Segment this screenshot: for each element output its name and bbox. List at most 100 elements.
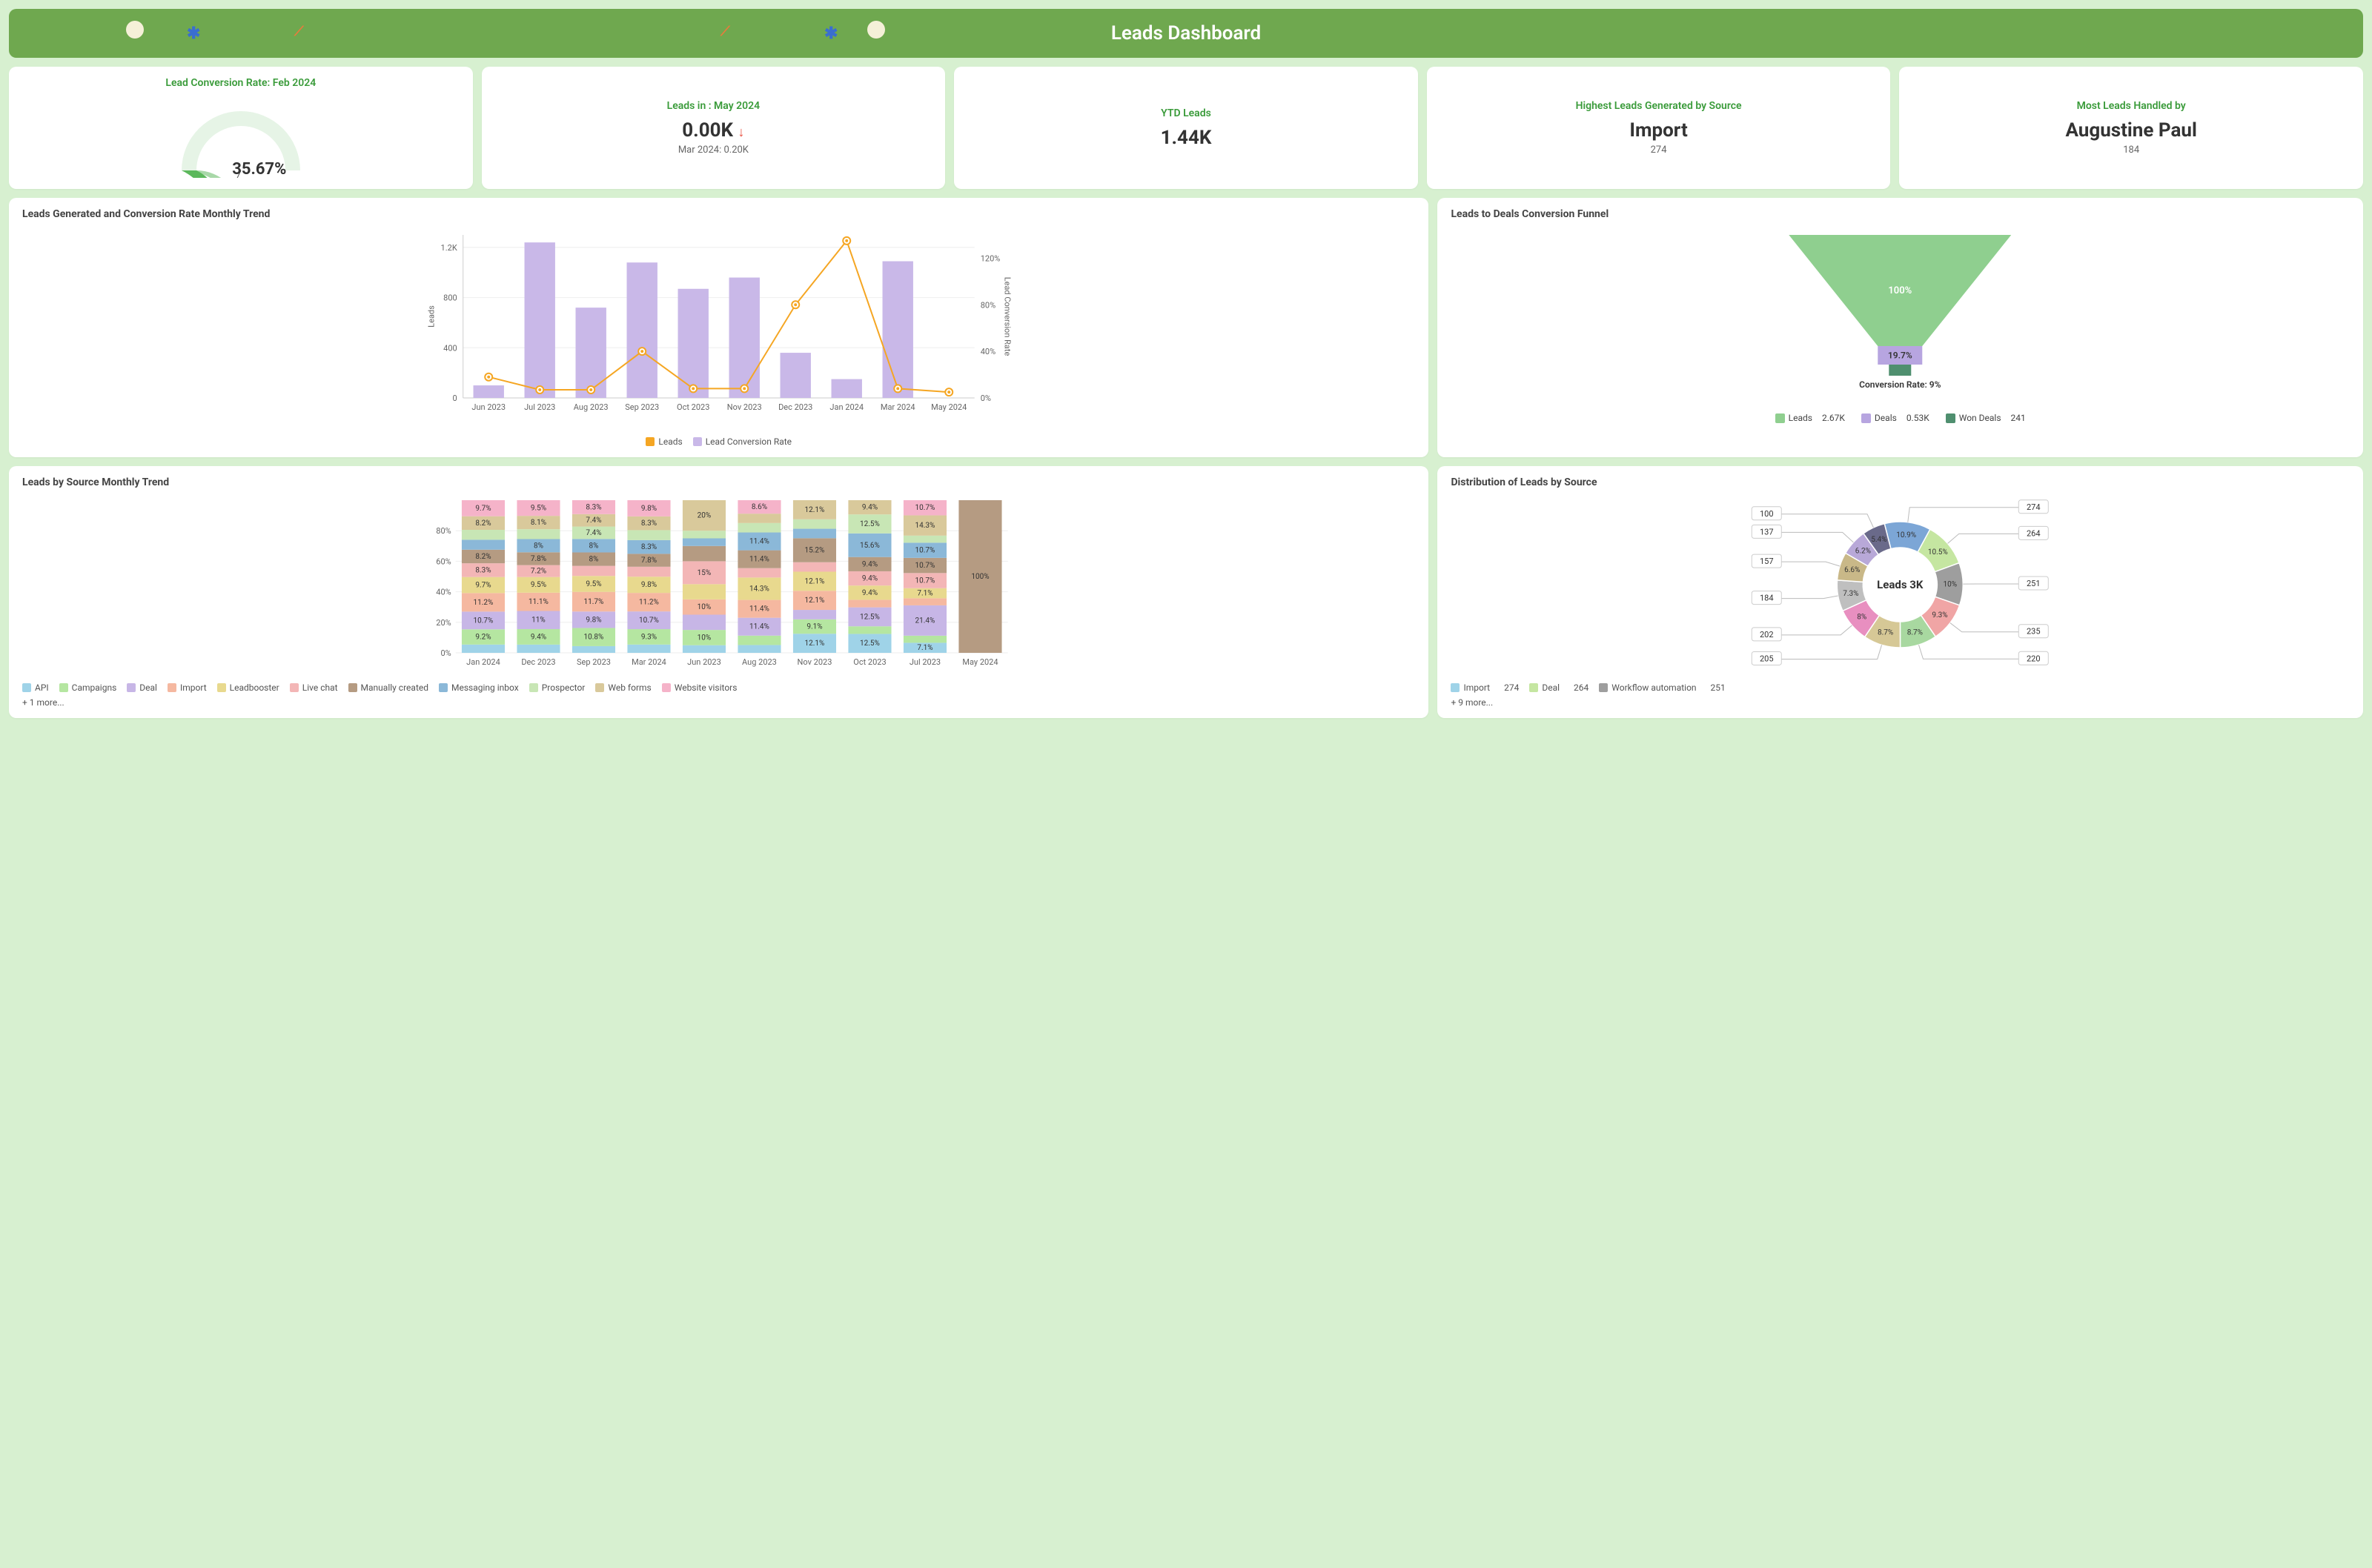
svg-text:10.5%: 10.5% xyxy=(1928,548,1948,557)
legend-item[interactable]: Won Deals 241 xyxy=(1946,413,2026,423)
legend-item[interactable]: Manually created xyxy=(348,682,428,693)
legend-item[interactable]: Web forms xyxy=(595,682,651,693)
legend-item[interactable]: Import xyxy=(168,682,207,693)
svg-text:Nov 2023: Nov 2023 xyxy=(727,402,762,412)
legend-item[interactable]: Leads 2.67K xyxy=(1775,413,1845,423)
svg-text:274: 274 xyxy=(2027,502,2041,512)
funnel-legend: Leads 2.67K Deals 0.53K Won Deals 241 xyxy=(1451,413,2350,423)
svg-text:Leads: Leads xyxy=(427,305,437,328)
svg-text:9.3%: 9.3% xyxy=(1932,611,1948,619)
svg-text:10.7%: 10.7% xyxy=(915,577,935,585)
svg-text:9.7%: 9.7% xyxy=(475,582,491,590)
svg-text:9.8%: 9.8% xyxy=(641,581,657,589)
funnel-chart: 100%19.7%Conversion Rate: 9% xyxy=(1451,227,2350,405)
svg-text:14.3%: 14.3% xyxy=(915,522,935,530)
svg-text:10%: 10% xyxy=(698,603,712,611)
legend-item[interactable]: Deal xyxy=(127,682,157,693)
trend-chart: 04008001.2K0%40%80%120%LeadsLead Convers… xyxy=(22,227,1415,428)
legend-item[interactable]: Prospector xyxy=(529,682,586,693)
svg-text:Dec 2023: Dec 2023 xyxy=(778,402,812,412)
svg-text:8.3%: 8.3% xyxy=(641,543,657,551)
svg-text:14.3%: 14.3% xyxy=(749,585,769,593)
gauge-value: 35.67% xyxy=(232,160,286,179)
svg-text:Jun 2023: Jun 2023 xyxy=(471,402,506,412)
legend-item[interactable]: Import 274 xyxy=(1451,682,1519,693)
kpi-title: Highest Leads Generated by Source xyxy=(1440,100,1878,112)
kpi-title: Lead Conversion Rate: Feb 2024 xyxy=(22,77,460,89)
svg-text:12.1%: 12.1% xyxy=(805,577,825,585)
svg-text:10.7%: 10.7% xyxy=(915,562,935,570)
svg-text:9.4%: 9.4% xyxy=(862,560,878,568)
legend-item[interactable]: Deals 0.53K xyxy=(1861,413,1929,423)
svg-text:400: 400 xyxy=(443,343,457,353)
trend-down-icon: ↓ xyxy=(738,124,745,140)
svg-text:8.7%: 8.7% xyxy=(1907,628,1923,637)
legend-item[interactable]: Workflow automation 251 xyxy=(1599,682,1726,693)
banner-title: Leads Dashboard xyxy=(1111,22,1261,44)
svg-text:Conversion Rate: 9%: Conversion Rate: 9% xyxy=(1860,379,1941,390)
legend-item[interactable]: Live chat xyxy=(290,682,338,693)
svg-text:7.1%: 7.1% xyxy=(917,644,932,652)
legend-item[interactable]: Leadbooster xyxy=(217,682,279,693)
svg-text:Jan 2024: Jan 2024 xyxy=(829,402,864,412)
svg-text:Mar 2024: Mar 2024 xyxy=(632,657,666,667)
svg-text:Jul 2023: Jul 2023 xyxy=(910,657,941,667)
svg-text:Oct 2023: Oct 2023 xyxy=(853,657,886,667)
svg-text:8.1%: 8.1% xyxy=(531,519,546,527)
svg-text:9.4%: 9.4% xyxy=(531,633,546,641)
svg-text:11.4%: 11.4% xyxy=(749,605,769,614)
legend-item[interactable]: Website visitors xyxy=(662,682,738,693)
svg-text:11.1%: 11.1% xyxy=(529,598,549,606)
svg-text:0%: 0% xyxy=(981,393,991,403)
svg-text:220: 220 xyxy=(2027,654,2041,663)
svg-text:10%: 10% xyxy=(1944,580,1958,588)
legend-item[interactable]: Deal 264 xyxy=(1529,682,1588,693)
kpi-ytd: YTD Leads 1.44K xyxy=(954,67,1418,189)
svg-text:9.8%: 9.8% xyxy=(586,616,601,624)
svg-text:10.7%: 10.7% xyxy=(474,617,494,625)
svg-text:1.2K: 1.2K xyxy=(441,243,457,253)
more-link[interactable]: + 1 more... xyxy=(22,697,1415,708)
legend-item[interactable]: API xyxy=(22,682,49,693)
svg-text:9.3%: 9.3% xyxy=(641,633,657,641)
chart-title: Distribution of Leads by Source xyxy=(1451,476,2350,488)
legend-item[interactable]: Lead Conversion Rate xyxy=(693,436,792,447)
svg-text:12.1%: 12.1% xyxy=(805,640,825,648)
legend-item[interactable]: Campaigns xyxy=(59,682,117,693)
svg-text:0%: 0% xyxy=(440,648,451,658)
svg-text:202: 202 xyxy=(1760,630,1774,640)
svg-text:8.3%: 8.3% xyxy=(586,503,601,511)
legend-item[interactable]: Leads xyxy=(646,436,682,447)
svg-text:0: 0 xyxy=(453,393,457,403)
svg-text:Leads 3K: Leads 3K xyxy=(1878,578,1924,591)
kpi-value: Augustine Paul xyxy=(1912,119,2350,142)
kpi-handled: Most Leads Handled by Augustine Paul 184 xyxy=(1899,67,2363,189)
kpi-value: 1.44K xyxy=(967,127,1405,149)
chart-title: Leads to Deals Conversion Funnel xyxy=(1451,208,2350,220)
more-link[interactable]: + 9 more... xyxy=(1451,697,2350,708)
chart-title: Leads by Source Monthly Trend xyxy=(22,476,1415,488)
svg-text:11.4%: 11.4% xyxy=(749,623,769,631)
svg-text:Mar 2024: Mar 2024 xyxy=(881,402,915,412)
svg-text:✱: ✱ xyxy=(187,24,200,43)
svg-text:8.3%: 8.3% xyxy=(475,566,491,574)
svg-text:15.6%: 15.6% xyxy=(860,542,880,550)
svg-text:251: 251 xyxy=(2027,579,2041,588)
svg-text:15%: 15% xyxy=(698,569,712,577)
svg-text:6.6%: 6.6% xyxy=(1845,566,1861,574)
svg-text:11.4%: 11.4% xyxy=(749,556,769,564)
kpi-title: Leads in : May 2024 xyxy=(495,100,932,112)
svg-text:8.2%: 8.2% xyxy=(475,553,491,561)
kpi-conversion-rate: Lead Conversion Rate: Feb 2024 35.67% xyxy=(9,67,473,189)
svg-text:May 2024: May 2024 xyxy=(931,402,967,412)
svg-text:120%: 120% xyxy=(981,253,1001,263)
svg-text:11.4%: 11.4% xyxy=(749,538,769,546)
svg-text:9.1%: 9.1% xyxy=(806,623,822,631)
legend-item[interactable]: Messaging inbox xyxy=(439,682,519,693)
stacked-chart: 0%20%40%60%80%9.2%10.7%11.2%9.7%8.3%8.2%… xyxy=(22,496,1415,674)
svg-text:20%: 20% xyxy=(436,618,451,628)
svg-text:7.3%: 7.3% xyxy=(1843,590,1859,598)
svg-text:Aug 2023: Aug 2023 xyxy=(574,402,609,412)
svg-text:Lead Conversion Rate: Lead Conversion Rate xyxy=(1003,277,1013,356)
svg-text:9.8%: 9.8% xyxy=(641,505,657,513)
